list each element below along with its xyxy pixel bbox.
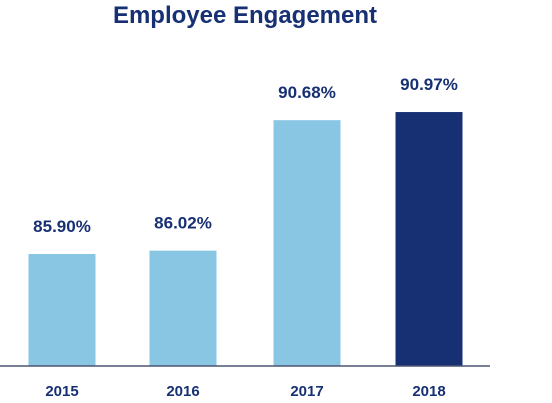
bars-layer: [28, 112, 463, 366]
x-tick-label-2015: 2015: [45, 383, 78, 400]
chart-title: Employee Engagement: [112, 2, 378, 29]
bar-2018: [395, 112, 463, 366]
labels-layer: 85.90% 86.02% 90.68% 90.97%: [33, 75, 458, 236]
x-tick-labels: 2015 2016 2017 2018: [45, 383, 445, 400]
bar-2016: [149, 250, 217, 366]
bar-2015: [28, 254, 96, 366]
x-tick-label-2018: 2018: [412, 383, 445, 400]
data-label-2018: 90.97%: [400, 75, 458, 94]
x-tick-label-2017: 2017: [290, 383, 323, 400]
x-tick-label-2016: 2016: [166, 383, 199, 400]
data-label-2015: 85.90%: [33, 217, 91, 236]
data-label-2017: 90.68%: [278, 83, 336, 102]
data-label-2016: 86.02%: [154, 214, 212, 233]
bar-2017: [273, 120, 341, 366]
